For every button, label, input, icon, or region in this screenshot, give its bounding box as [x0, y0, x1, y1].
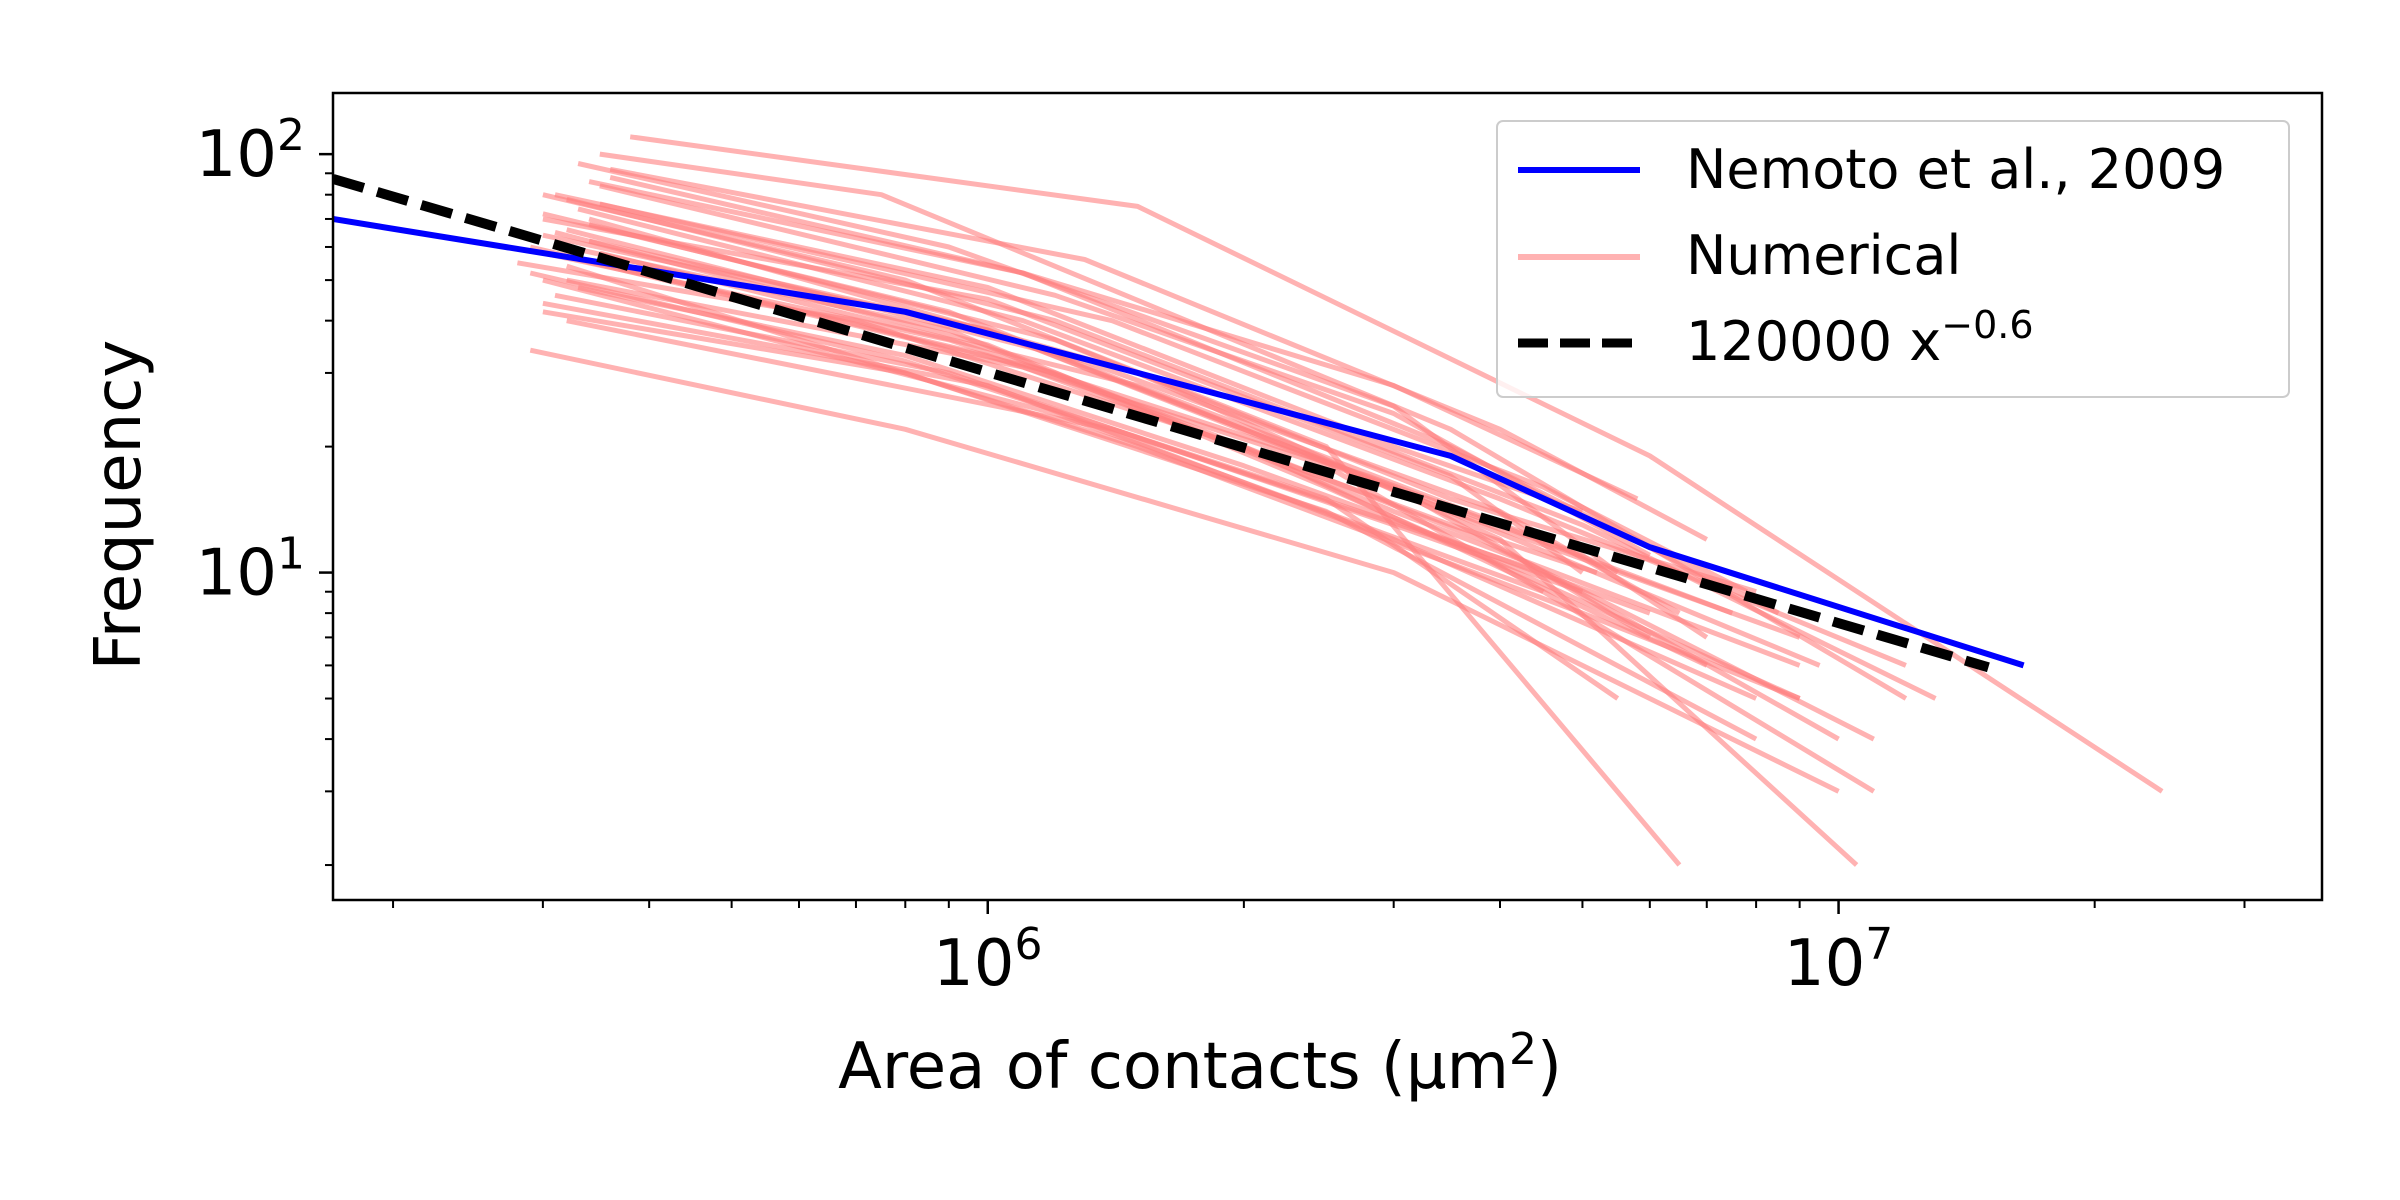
legend-label-numerical: Numerical	[1686, 224, 1961, 287]
x-tick-label: 106	[933, 919, 1042, 1001]
axes-frame	[331, 91, 2324, 902]
numerical-series-line	[599, 250, 1709, 640]
numerical-series-line	[629, 134, 2164, 794]
legend-label-fit: 120000 x−0.6	[1686, 303, 2034, 373]
fit-series-line	[333, 174, 1990, 673]
legend-label-nemoto: Nemoto et al., 2009	[1686, 138, 2225, 201]
numerical-series-line	[566, 318, 1652, 640]
numerical-series-line	[577, 161, 1620, 575]
nemoto-series-line	[333, 216, 2025, 669]
y-axis-label: Frequency	[82, 340, 156, 671]
numerical-series-line	[529, 347, 1840, 794]
numerical-series-line	[599, 201, 1748, 594]
plot-lines	[333, 134, 2164, 867]
axis-ticks: 106 107 101 102	[196, 110, 2246, 1001]
numerical-series-line	[599, 183, 1652, 558]
legend-box	[1496, 120, 2290, 398]
numerical-series-line	[542, 216, 1584, 575]
numerical-series-line	[542, 300, 1758, 701]
x-tick-label: 107	[1784, 919, 1893, 1001]
numerical-series-line	[588, 221, 1757, 595]
y-tick-label: 101	[196, 529, 305, 611]
numerical-series-line	[542, 232, 1821, 668]
x-axis-label: Area of contacts (μm2)	[838, 1024, 1562, 1104]
y-tick-label: 102	[196, 110, 305, 192]
legend: Nemoto et al., 2009 Numerical 120000 x−0…	[1496, 120, 2290, 398]
numerical-series-line	[588, 179, 1639, 502]
